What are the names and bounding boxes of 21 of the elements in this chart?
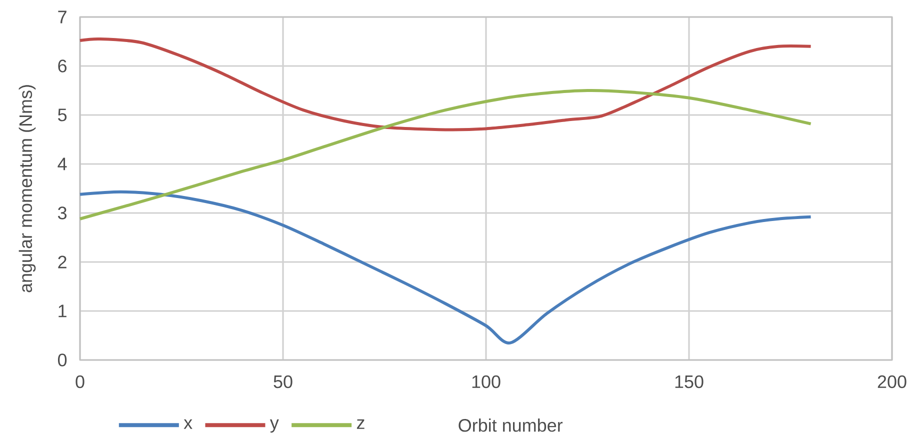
y-axis-title: angular momentum (Nms) bbox=[18, 85, 36, 292]
y-tick-label: 3 bbox=[58, 206, 67, 220]
x-tick-label: 50 bbox=[274, 375, 292, 388]
x-tick-label: 0 bbox=[76, 375, 84, 388]
line-series bbox=[78, 190, 812, 344]
y-tick-label: 7 bbox=[58, 10, 66, 24]
x-tick-label: 100 bbox=[472, 375, 500, 388]
x-tick-label: 150 bbox=[675, 375, 704, 388]
y-tick-label: 2 bbox=[58, 256, 66, 268]
x-tick-label: 200 bbox=[878, 375, 906, 388]
legend-label: y bbox=[270, 419, 279, 433]
legend-label: x bbox=[184, 419, 192, 429]
y-tick-label: 0 bbox=[58, 354, 67, 366]
y-tick-label: 6 bbox=[58, 60, 67, 72]
line-series bbox=[78, 38, 812, 132]
line-series bbox=[78, 88, 812, 220]
y-tick-label: 4 bbox=[58, 158, 67, 170]
x-axis-title: Orbit number bbox=[458, 418, 563, 432]
y-tick-label: 5 bbox=[58, 108, 67, 122]
y-tick-label: 1 bbox=[58, 304, 66, 318]
legend-label: z bbox=[356, 419, 364, 429]
